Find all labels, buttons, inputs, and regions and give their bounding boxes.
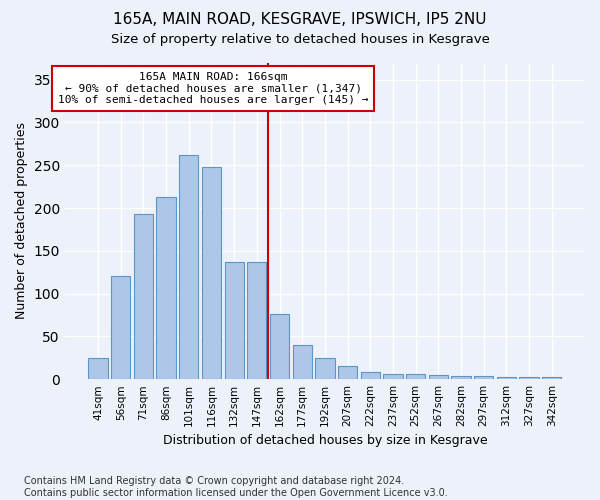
Bar [383, 374, 403, 379]
Bar [338, 366, 357, 379]
Bar [293, 345, 312, 379]
Text: 165A MAIN ROAD: 166sqm
← 90% of detached houses are smaller (1,347)
10% of semi-: 165A MAIN ROAD: 166sqm ← 90% of detached… [58, 72, 368, 105]
Bar [157, 197, 176, 379]
Bar [474, 376, 493, 379]
Bar [520, 376, 539, 379]
Bar [315, 358, 335, 379]
Bar [179, 155, 199, 379]
Bar [406, 374, 425, 379]
Y-axis label: Number of detached properties: Number of detached properties [15, 122, 28, 320]
Bar [428, 375, 448, 379]
Bar [202, 167, 221, 379]
X-axis label: Distribution of detached houses by size in Kesgrave: Distribution of detached houses by size … [163, 434, 487, 448]
Bar [134, 214, 153, 379]
Bar [88, 358, 108, 379]
Bar [247, 262, 266, 379]
Bar [361, 372, 380, 379]
Text: 165A, MAIN ROAD, KESGRAVE, IPSWICH, IP5 2NU: 165A, MAIN ROAD, KESGRAVE, IPSWICH, IP5 … [113, 12, 487, 28]
Bar [542, 376, 562, 379]
Bar [111, 276, 130, 379]
Text: Size of property relative to detached houses in Kesgrave: Size of property relative to detached ho… [110, 32, 490, 46]
Text: Contains HM Land Registry data © Crown copyright and database right 2024.
Contai: Contains HM Land Registry data © Crown c… [24, 476, 448, 498]
Bar [224, 262, 244, 379]
Bar [497, 376, 516, 379]
Bar [451, 376, 470, 379]
Bar [270, 314, 289, 379]
